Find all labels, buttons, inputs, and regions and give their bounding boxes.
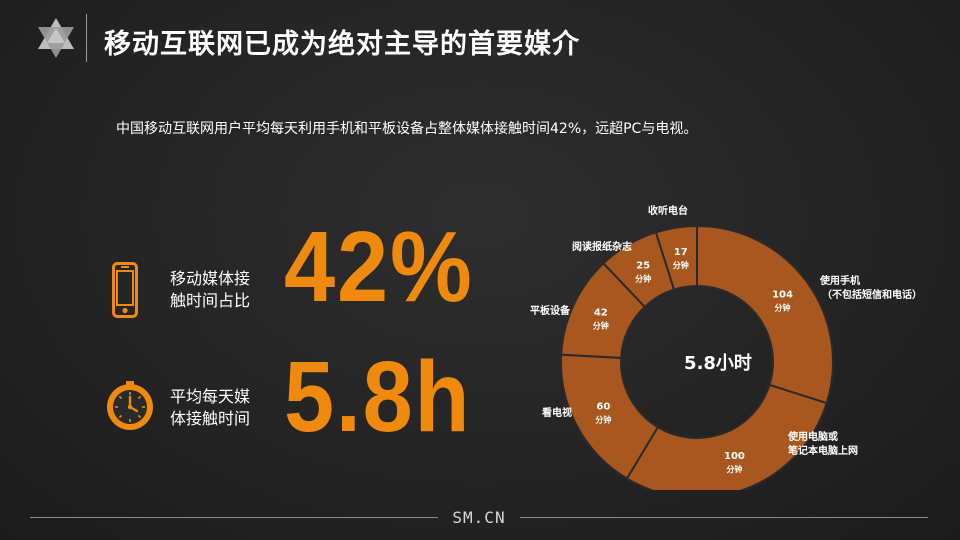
slice-category-label: 平板设备 [530, 304, 571, 317]
kpi-mobile-label-line2: 触时间占比 [170, 291, 251, 310]
media-time-donut-chart: 104 分钟 100 分钟 60 分钟 42 分钟 25 分钟 17 分钟 使用手机（不包括短信和电话… [530, 204, 922, 490]
slice-unit-label: 分钟 [595, 415, 611, 425]
slice-unit-label: 分钟 [775, 302, 791, 312]
slice-category-label: 使用电脑或 [787, 430, 838, 443]
footer-line-left [30, 517, 438, 518]
slice-category-label: 看电视 [542, 406, 572, 419]
slice-value-label: 25 [636, 261, 650, 272]
slice-value-label: 42 [594, 307, 608, 318]
donut-center-label: 5.8小时 [684, 353, 752, 374]
slice-value-label: 60 [596, 402, 610, 413]
slice-category-note: 笔记本电脑上网 [788, 444, 858, 457]
kpi-mobile-label: 移动媒体接 触时间占比 [170, 268, 280, 312]
footer-line-right [520, 517, 928, 518]
summary-text: 中国移动互联网用户平均每天利用手机和平板设备占整体媒体接触时间42%，远超PC与… [116, 121, 698, 137]
page-title: 移动互联网已成为绝对主导的首要媒介 [104, 29, 580, 60]
slice-unit-label: 分钟 [635, 274, 651, 284]
donut-slice-0 [696, 224, 834, 405]
kpi-daily-label: 平均每天媒 体接触时间 [170, 386, 280, 430]
smartphone-icon [112, 262, 138, 318]
slice-category-label: 使用手机 [819, 274, 860, 287]
slice-value-label: 104 [772, 289, 793, 300]
clock-icon [107, 381, 153, 430]
title-divider [86, 14, 87, 62]
kpi-mobile-value: 42% [284, 211, 474, 323]
slice-category-note: （不包括短信和电话） [822, 288, 922, 301]
footer-brand: SM.CN [452, 508, 506, 527]
slice-unit-label: 分钟 [726, 464, 742, 474]
slice-unit-label: 分钟 [593, 320, 609, 330]
slice-category-label: 收听电台 [648, 204, 688, 217]
kpi-daily-label-line2: 体接触时间 [170, 409, 251, 428]
kpi-daily-label-line1: 平均每天媒 [170, 387, 251, 406]
donut-slice-5 [654, 224, 698, 291]
slice-value-label: 17 [674, 247, 688, 258]
kpi-mobile-label-line1: 移动媒体接 [170, 269, 251, 288]
donut-slice-1 [625, 383, 828, 490]
star-logo-icon [38, 18, 74, 58]
slice-value-label: 100 [724, 451, 745, 462]
slice-unit-label: 分钟 [673, 260, 689, 270]
kpi-daily-value: 5.8h [284, 341, 472, 453]
slice-category-label: 阅读报纸杂志 [572, 240, 632, 253]
